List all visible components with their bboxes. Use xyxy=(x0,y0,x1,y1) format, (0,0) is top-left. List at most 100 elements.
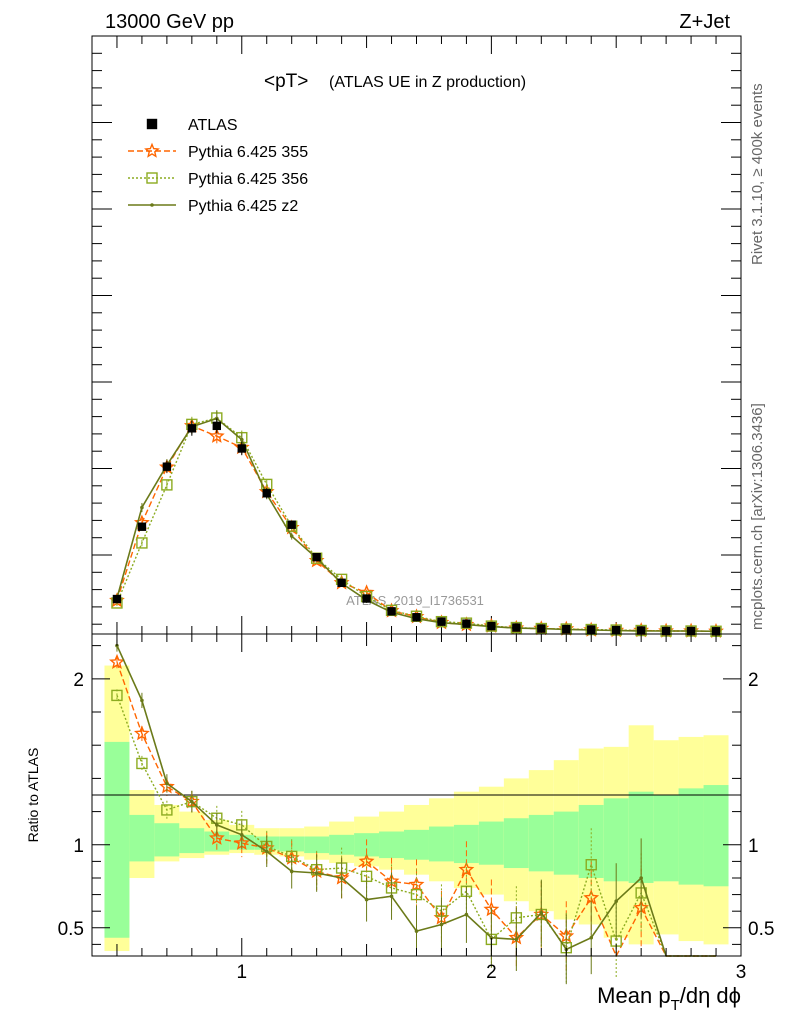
ratio-y-tick-label: 1 xyxy=(73,836,84,857)
ratio-point xyxy=(389,894,394,899)
ratio-band-green xyxy=(129,814,155,862)
ratio-y-tick-label-right: 1 xyxy=(748,836,759,857)
main-point xyxy=(562,624,571,634)
main-point xyxy=(136,537,148,549)
ratio-band-green xyxy=(179,828,205,854)
legend-label: Pythia 6.425 355 xyxy=(188,144,308,161)
legend-marker xyxy=(146,172,158,184)
ratio-y-tick-label: 0.5 xyxy=(58,919,84,940)
ratio-series-3 xyxy=(115,639,716,985)
ratio-point xyxy=(161,804,173,816)
main-panel: ATLAS_2019_I1736531 xyxy=(91,35,742,638)
ratio-point xyxy=(239,833,244,837)
ratio-point xyxy=(289,869,294,874)
legend-entry: Pythia 6.425 356 xyxy=(128,171,308,188)
main-point xyxy=(239,437,244,442)
main-point xyxy=(412,613,421,622)
main-point xyxy=(661,626,671,636)
ratio-point xyxy=(339,876,344,880)
main-point xyxy=(487,621,496,631)
ratio-point xyxy=(414,929,419,933)
ratio-band-green xyxy=(404,829,429,860)
x-tick-label: 3 xyxy=(736,962,747,983)
main-point xyxy=(686,626,696,636)
main-point xyxy=(462,619,471,628)
ratio-point xyxy=(410,888,423,901)
ratio-band-green xyxy=(553,811,579,875)
ratio-point xyxy=(111,689,123,702)
ratio-band-green xyxy=(104,741,130,938)
ratio-point xyxy=(165,781,169,786)
ratio-band-green xyxy=(703,785,729,887)
main-point xyxy=(512,623,521,632)
title-sub: (ATLAS UE in Z production) xyxy=(329,74,526,91)
legend-entry: Pythia 6.425 z2 xyxy=(128,198,298,215)
ratio-y-tick-label: 2 xyxy=(73,670,84,691)
legend: ATLAS Pythia 6.425 355 Pythia 6.425 356 Pyt… xyxy=(128,117,308,215)
ratio-point xyxy=(208,829,225,845)
ratio-band-green xyxy=(503,818,529,869)
ratio-panel: 0.5 0.5 1 1 2 2 1 2 3 Ratio to ATLAS xyxy=(25,633,774,985)
ratio-y-label: Ratio to ATLAS xyxy=(25,748,41,843)
main-point xyxy=(636,626,646,635)
ratio-point xyxy=(539,911,544,915)
main-point xyxy=(112,594,122,604)
x-axis-label: Mean pT/dη dϕ xyxy=(597,983,741,1014)
ratio-band-green xyxy=(304,836,330,854)
main-point xyxy=(237,444,246,453)
ratio-band-green xyxy=(154,823,180,857)
plot-title: <pT> (ATLAS UE in Z production) xyxy=(264,71,526,92)
ratio-band-green xyxy=(478,821,504,865)
ratio-point xyxy=(489,935,494,940)
main-point xyxy=(362,594,371,603)
ratio-y-tick-label-right: 0.5 xyxy=(748,919,774,940)
ratio-band-green xyxy=(428,826,454,862)
main-point xyxy=(137,522,147,531)
main-point xyxy=(337,578,346,587)
legend-label: Pythia 6.425 356 xyxy=(188,171,308,188)
ratio-point xyxy=(408,876,425,892)
ratio-x-ticks: 1 2 3 xyxy=(91,634,747,983)
title-main: <pT> xyxy=(264,71,308,92)
source-label: mcplots.cern.ch [arXiv:1306.3436] xyxy=(749,403,766,630)
legend-label: ATLAS xyxy=(188,117,238,134)
main-point xyxy=(162,462,172,471)
ratio-band-green xyxy=(329,834,355,855)
ratio-point xyxy=(140,698,144,703)
ratio-band-green xyxy=(653,795,679,882)
legend-marker xyxy=(146,118,158,130)
main-point xyxy=(187,424,197,433)
main-point xyxy=(208,427,225,443)
main-point xyxy=(289,534,294,538)
main-point xyxy=(437,617,446,626)
ratio-point xyxy=(639,876,643,880)
x-axis-label-sub: T xyxy=(671,997,680,1014)
main-point xyxy=(587,625,596,634)
header-left: 13000 GeV pp xyxy=(105,11,234,33)
main-point xyxy=(212,421,222,431)
ratio-point xyxy=(614,899,618,904)
legend-marker xyxy=(150,203,154,207)
ratio-point xyxy=(133,725,150,741)
main-point xyxy=(312,553,321,562)
legend-entry: Pythia 6.425 355 xyxy=(128,142,308,161)
ratio-point xyxy=(589,935,594,940)
ratio-band-green xyxy=(528,814,554,872)
x-axis-label-pre: Mean p xyxy=(597,983,670,1008)
main-point xyxy=(287,520,296,529)
main-point xyxy=(537,624,546,633)
legend-marker xyxy=(144,142,160,158)
x-axis-label-post: /dη dϕ xyxy=(680,983,741,1008)
main-point xyxy=(611,625,621,635)
ratio-band-green xyxy=(678,788,704,885)
x-tick-label: 1 xyxy=(236,962,247,983)
ratio-point xyxy=(314,871,319,875)
main-point xyxy=(460,617,473,629)
ratio-point xyxy=(364,897,369,902)
header-right: Z+Jet xyxy=(679,11,730,33)
ratio-y-ticks: 0.5 0.5 1 1 2 2 xyxy=(58,645,774,945)
x-tick-label: 2 xyxy=(486,962,497,983)
ratio-y-tick-label-right: 2 xyxy=(748,670,759,691)
